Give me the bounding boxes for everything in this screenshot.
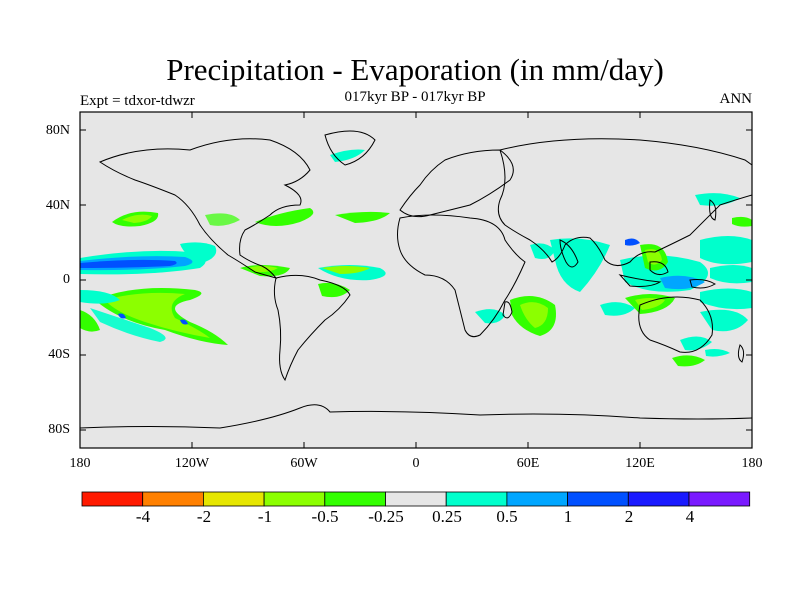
lat-label-40s: 40S [48,347,70,362]
arctic-cyan [330,149,365,162]
coast-new-guinea [689,279,716,289]
east-china-green [732,216,752,227]
colorbar-box [202,491,265,507]
lon-label-120w: 120W [174,456,210,471]
arabian-sea-cyan [530,243,555,259]
colorbar-label: -2 [196,507,212,526]
colorbar-box [445,491,508,507]
coast-greenland [324,130,376,166]
australia-north-lightgreen [635,298,665,310]
lat-label-0: 0 [63,272,70,287]
colorbar [81,491,751,507]
colorbar-label: -4 [135,507,151,526]
coast-antarctica [80,404,752,429]
lon-label-180e: 180 [741,456,763,471]
field-anomaly-patches [80,149,752,367]
colorbar-box [81,491,144,507]
colorbar-box [688,491,751,507]
experiment-label: Expt = tdxor-tdwzr [80,93,195,109]
lon-label-180w: 180 [69,456,91,471]
colorbar-label: -0.25 [368,507,404,526]
pacific-west-cyan [700,236,752,265]
south-pacific-green-west [80,310,100,332]
coast-new-zealand [737,344,745,363]
coast-africa [397,214,526,338]
coast-madagascar [502,301,513,319]
coast-north-america [98,138,311,279]
coast-india [559,239,579,268]
east-australia-cyan [680,336,712,351]
season-label: ANN [719,91,753,107]
pacific-west-cyan-3 [700,288,752,310]
colorbar-label: -1 [257,507,273,526]
atlantic-itcz-lightgreen [322,266,370,274]
coast-asia [497,138,752,266]
indian-ocean-cyan [550,238,610,292]
colorbar-box [627,491,690,507]
tasman-cyan [705,349,730,357]
lon-label-0: 0 [412,456,420,471]
coast-indonesia [618,274,662,287]
colorbar-label: -0.5 [311,507,339,526]
colorbar-label: 0.5 [496,507,518,526]
pacific-west-cyan-2 [710,265,752,284]
lat-label-80n: 80N [45,123,70,138]
gulf-stream-green [255,208,314,226]
south-indian-cyan [600,302,635,316]
maritime-lightblue [660,275,705,290]
pacific-equatorial-cyan-east [180,242,217,262]
north-pacific-lightgreen [122,214,152,223]
south-pacific-lightgreen [105,292,210,338]
south-pacific-cyan-west [80,290,120,304]
lat-label-80s: 80S [48,422,70,437]
amazon-green [318,282,350,298]
pacific-equatorial-blue [80,259,177,268]
coast-borneo [649,261,669,276]
axis-ticks [80,112,752,448]
colorbar-label: 4 [685,507,695,526]
colorbar-label: 1 [563,507,573,526]
coast-europe [399,149,514,218]
colorbar-box [385,491,447,507]
maritime-lightgreen [645,249,662,265]
colorbar-box [263,491,326,507]
small-blue-spot-2 [180,319,188,325]
colorbar-box [324,491,386,507]
philippine-blue [625,238,640,246]
small-blue-spot-1 [118,313,126,319]
colorbar-box [506,491,568,507]
coast-japan [709,199,717,221]
north-america-green [205,213,240,226]
coast-australia [638,296,713,353]
tasman-green [672,355,705,367]
caribbean-lightgreen [248,266,278,273]
colorbar-box [142,491,204,507]
lon-label-60w: 60W [290,456,318,471]
lat-label-40n: 40N [45,198,70,213]
chart-subtitle: 017kyr BP - 017kyr BP [344,89,486,105]
coastlines [80,130,752,429]
north-atlantic-green [335,211,390,223]
lon-label-120e: 120E [625,456,655,471]
chart-title: Precipitation - Evaporation (in mm/day) [166,52,664,87]
colorbar-box [567,491,629,507]
colorbar-label: 2 [624,507,634,526]
south-pacific-cyan-edge [90,308,166,342]
lon-label-60e: 60E [516,456,540,471]
coast-south-america [273,274,351,382]
indian-ocean-lightgreen [520,302,548,328]
colorbar-label: 0.25 [432,507,462,526]
